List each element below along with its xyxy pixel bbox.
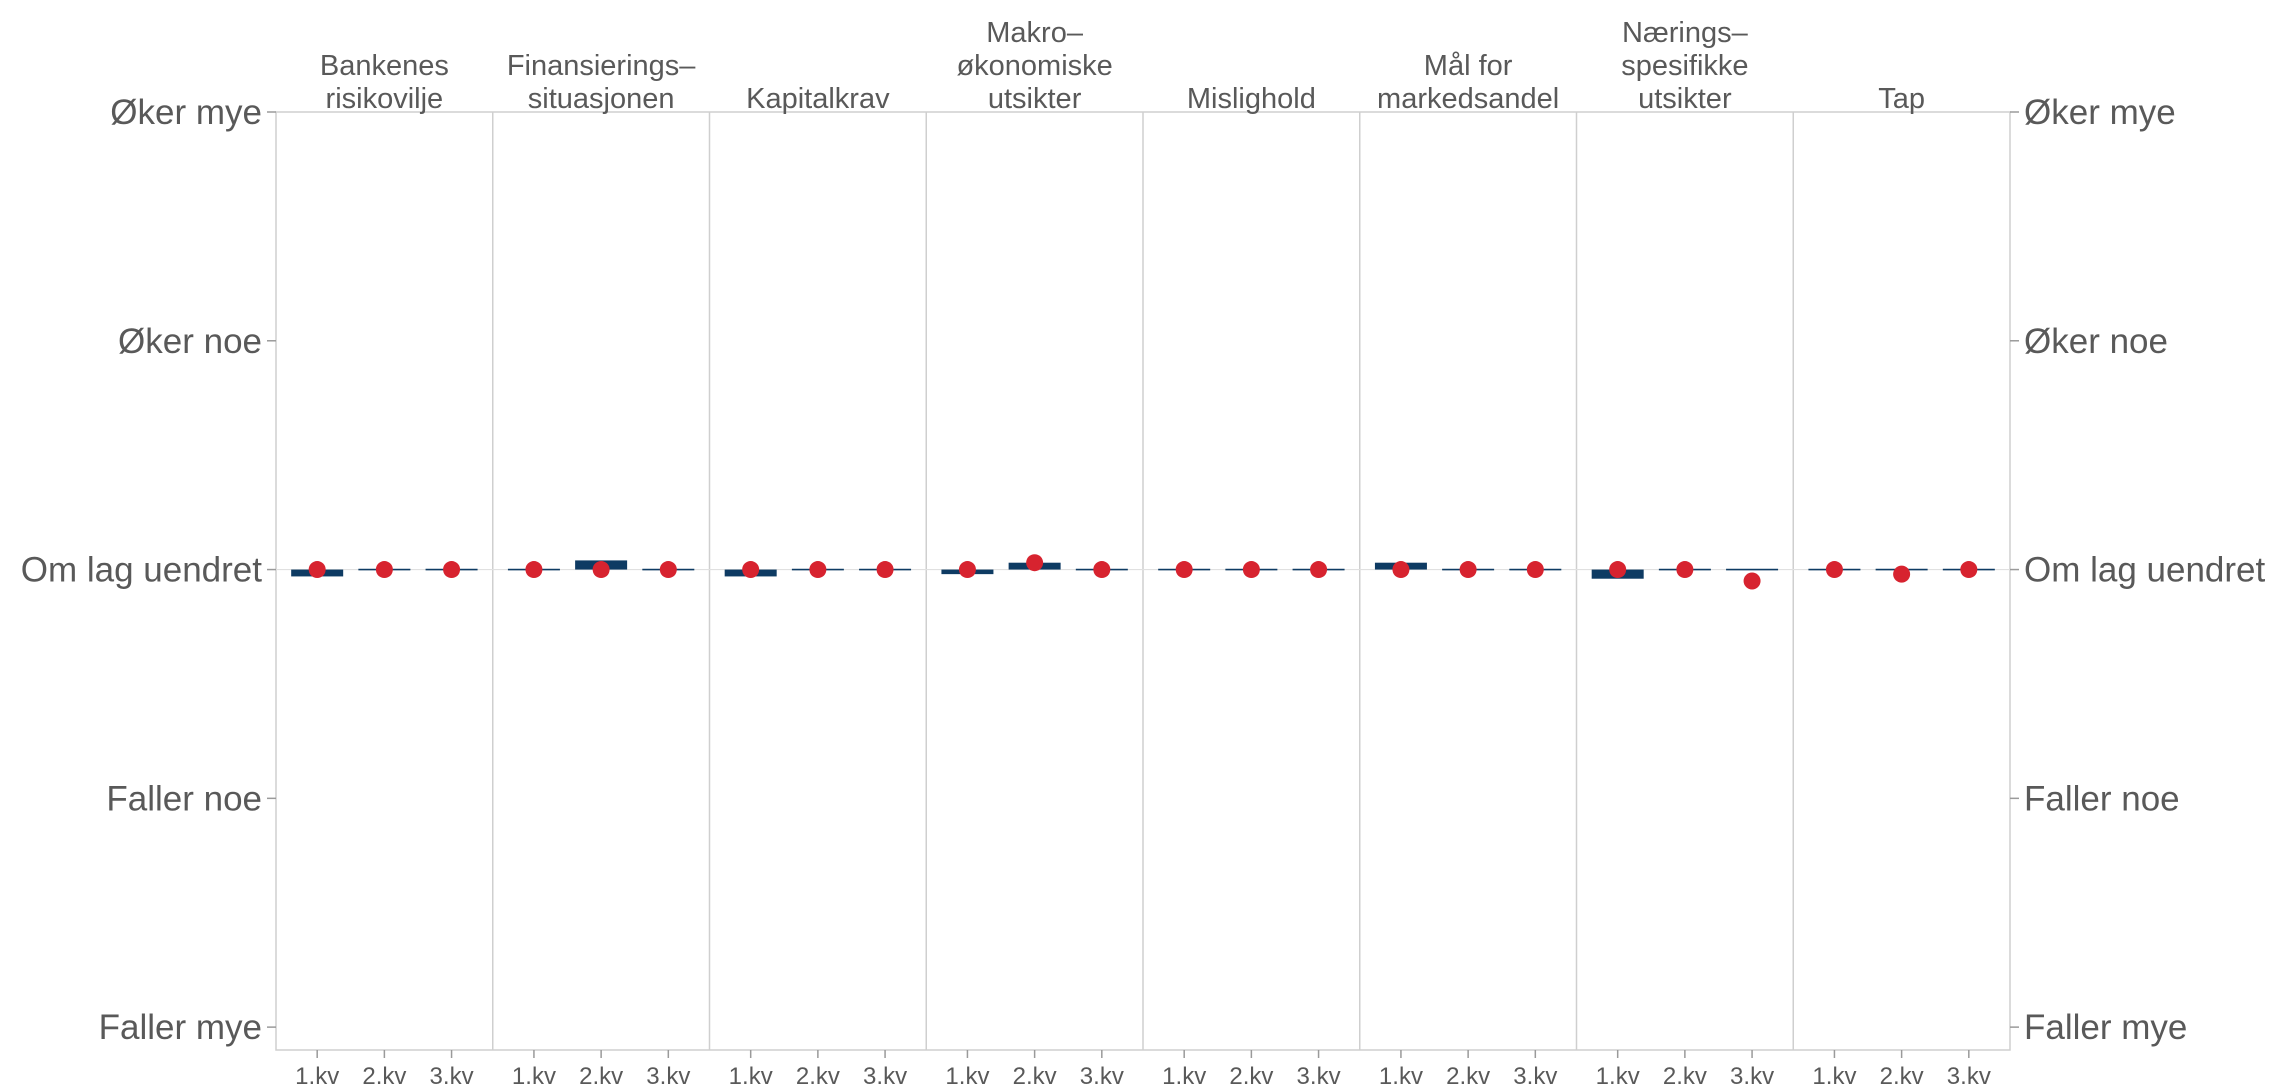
x-tick-label: 2.kv: [796, 1063, 840, 1084]
panel-title: Tap: [1878, 83, 1925, 115]
y-tick-label-left: Øker noe: [118, 322, 262, 361]
x-tick-label: 2.kv: [362, 1063, 406, 1084]
data-point: [1026, 554, 1044, 572]
panel-title: Bankenes risikovilje: [320, 50, 449, 115]
panel-title: Mål for markedsandel: [1377, 50, 1559, 115]
data-point: [443, 561, 461, 579]
panel-title: Makro– økonomiske utsikter: [956, 17, 1112, 115]
data-point: [1392, 561, 1410, 579]
y-tick-label-left: Øker mye: [110, 93, 262, 132]
x-tick-label: 1.kv: [945, 1063, 989, 1084]
data-point: [308, 561, 326, 579]
data-point: [1175, 561, 1193, 579]
x-tick-label: 3.kv: [1080, 1063, 1124, 1084]
data-point: [1676, 561, 1694, 579]
data-point: [742, 561, 760, 579]
x-tick-label: 1.kv: [512, 1063, 556, 1084]
data-point: [1743, 572, 1761, 590]
x-tick-label: 1.kv: [1379, 1063, 1423, 1084]
x-tick-label: 3.kv: [863, 1063, 907, 1084]
x-tick-label: 2.kv: [579, 1063, 623, 1084]
x-tick-label: 2.kv: [1446, 1063, 1490, 1084]
x-tick-label: 2.kv: [1229, 1063, 1273, 1084]
x-tick-label: 2.kv: [1663, 1063, 1707, 1084]
y-tick-label-right: Om lag uendret: [2024, 551, 2266, 590]
x-tick-label: 1.kv: [1596, 1063, 1640, 1084]
x-tick-label: 3.kv: [646, 1063, 690, 1084]
y-tick-label-right: Øker mye: [2024, 93, 2176, 132]
panel-title: Finansierings– situasjonen: [507, 50, 696, 115]
data-point: [1960, 561, 1978, 579]
panel-title: Kapitalkrav: [746, 83, 890, 115]
panel-title: Mislighold: [1187, 83, 1316, 115]
panel-title: Nærings– spesifikke utsikter: [1621, 17, 1748, 115]
data-point: [1310, 561, 1328, 579]
bar: [1726, 568, 1779, 571]
x-tick-label: 1.kv: [1812, 1063, 1856, 1084]
data-point: [1093, 561, 1111, 579]
data-point: [1893, 565, 1911, 583]
data-point: [809, 561, 827, 579]
data-point: [1825, 561, 1843, 579]
y-tick-label-left: Faller mye: [99, 1008, 262, 1047]
data-point: [525, 561, 543, 579]
y-tick-label-left: Faller noe: [106, 779, 262, 818]
x-tick-label: 3.kv: [1947, 1063, 1991, 1084]
data-point: [592, 561, 610, 579]
data-point: [958, 561, 976, 579]
x-tick-label: 3.kv: [1730, 1063, 1774, 1084]
data-point: [1609, 561, 1627, 579]
data-point: [375, 561, 393, 579]
x-tick-label: 1.kv: [1162, 1063, 1206, 1084]
data-point: [1526, 561, 1544, 579]
x-tick-label: 1.kv: [295, 1063, 339, 1084]
x-tick-label: 1.kv: [729, 1063, 773, 1084]
x-tick-label: 2.kv: [1013, 1063, 1057, 1084]
x-tick-label: 3.kv: [430, 1063, 474, 1084]
y-tick-label-left: Om lag uendret: [21, 551, 263, 590]
data-point: [876, 561, 894, 579]
x-tick-label: 2.kv: [1880, 1063, 1924, 1084]
y-tick-label-right: Øker noe: [2024, 322, 2168, 361]
x-tick-label: 3.kv: [1513, 1063, 1557, 1084]
data-point: [1459, 561, 1477, 579]
y-tick-label-right: Faller mye: [2024, 1008, 2187, 1047]
x-tick-label: 3.kv: [1297, 1063, 1341, 1084]
data-point: [659, 561, 677, 579]
data-point: [1242, 561, 1260, 579]
y-tick-label-right: Faller noe: [2024, 779, 2180, 818]
